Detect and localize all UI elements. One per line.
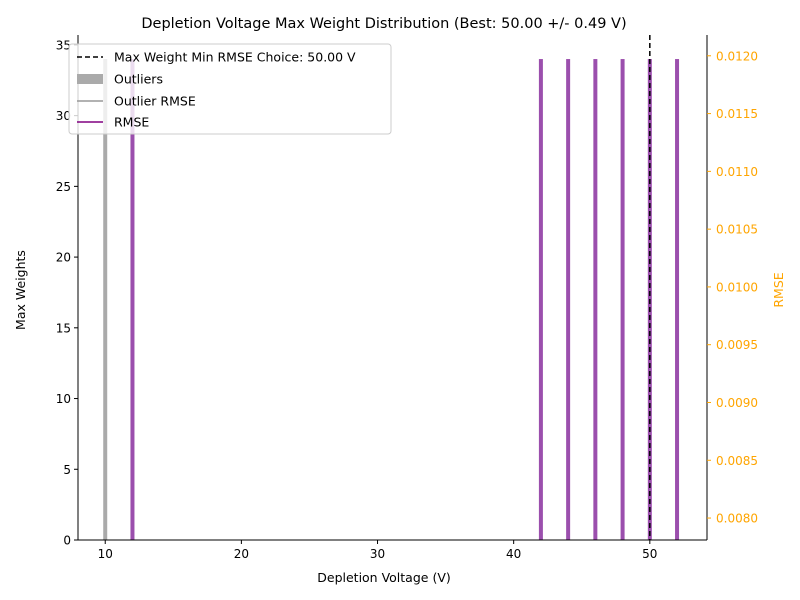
y2-tick-label: 0.0095 [716,338,758,352]
max-weight-bar [566,59,571,541]
max-weight-bar [675,59,680,541]
legend: Max Weight Min RMSE Choice: 50.00 V Outli… [68,43,392,135]
y-tick-label: 5 [63,463,71,477]
y-axis-ticks: 0 5 10 15 20 25 30 35 [56,38,78,548]
x-tick-label: 50 [642,547,657,561]
x-axis-label: Depletion Voltage (V) [317,570,451,585]
y2-tick-label: 0.0110 [716,165,758,179]
y2-tick-label: 0.0090 [716,396,758,410]
max-weight-bar [620,59,625,541]
chart-title: Depletion Voltage Max Weight Distributio… [141,16,626,32]
x-tick-label: 40 [506,547,521,561]
y2-tick-label: 0.0100 [716,280,758,294]
y-tick-label: 30 [56,109,71,123]
y-axis-label: Max Weights [13,250,28,330]
x-tick-label: 30 [370,547,385,561]
y2-tick-label: 0.0085 [716,454,758,468]
y-tick-label: 10 [56,392,71,406]
legend-label: Max Weight Min RMSE Choice: 50.00 V [114,50,356,65]
y2-tick-label: 0.0105 [716,223,758,237]
max-weight-bar [593,59,598,541]
legend-label: Outliers [114,72,163,87]
legend-box [68,43,392,135]
y-tick-label: 0 [63,534,71,548]
y2-axis-label: RMSE [771,272,786,307]
y-tick-label: 25 [56,180,71,194]
outlier-bar [103,59,108,541]
legend-swatch-outliers [77,74,103,84]
x-tick-label: 10 [98,547,113,561]
max-weight-bar [538,59,543,541]
y-tick-label: 35 [56,38,71,52]
y2-axis-ticks: 0.0080 0.0085 0.0090 0.0095 0.0100 0.0105 0.01… [707,49,758,526]
y-tick-label: 15 [56,321,71,335]
legend-label: Outlier RMSE [114,94,196,109]
x-tick-label: 20 [234,547,249,561]
legend-label: RMSE [114,115,149,130]
x-axis-ticks: 10 20 30 40 50 [98,540,657,561]
max-weight-bar [130,59,135,541]
legend-entries: Max Weight Min RMSE Choice: 50.00 V Outli… [77,50,356,130]
y2-tick-label: 0.0120 [716,49,758,63]
y2-tick-label: 0.0080 [716,512,758,526]
y2-tick-label: 0.0115 [716,107,758,121]
y-tick-label: 20 [56,251,71,265]
